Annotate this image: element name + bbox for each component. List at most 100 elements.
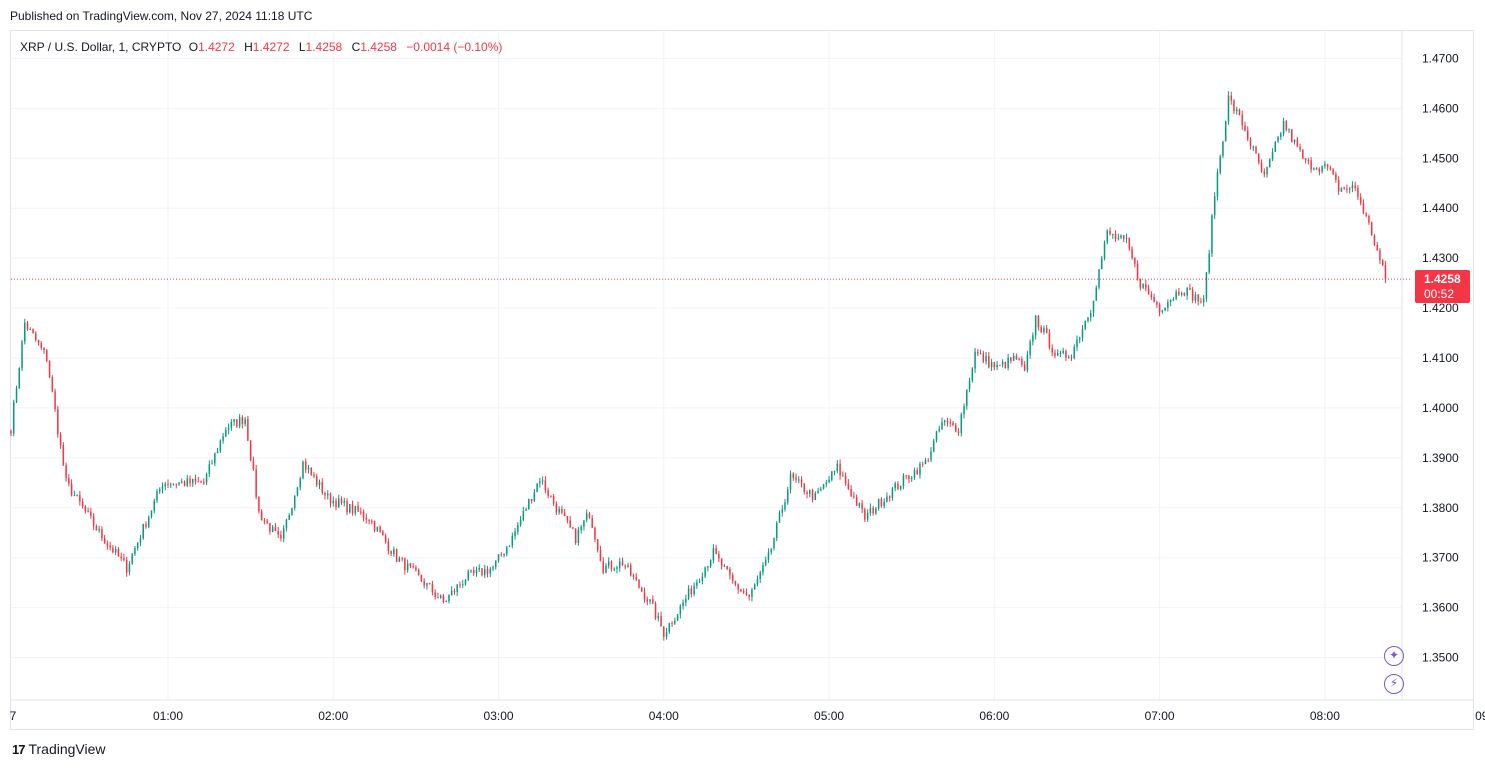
candle-body bbox=[621, 561, 624, 566]
candle-body bbox=[1092, 300, 1095, 313]
candle-body bbox=[500, 554, 503, 556]
y-tick-label: 1.4500 bbox=[1422, 151, 1459, 165]
candle-body bbox=[329, 493, 332, 504]
candle-body bbox=[327, 493, 329, 496]
candle-body bbox=[1205, 272, 1208, 299]
candle-body bbox=[1117, 237, 1120, 239]
candle-body bbox=[426, 583, 428, 586]
candle-body bbox=[855, 496, 858, 506]
candle-body bbox=[76, 494, 78, 496]
candle-body bbox=[1246, 130, 1249, 140]
candle-body bbox=[671, 623, 673, 625]
candle-body bbox=[1224, 120, 1227, 142]
candle-body bbox=[789, 473, 792, 490]
candle-body bbox=[1282, 121, 1285, 134]
candle-body bbox=[343, 501, 346, 503]
candle-body bbox=[602, 561, 604, 574]
candle-body bbox=[1004, 361, 1007, 369]
candle-body bbox=[709, 560, 712, 567]
candle-body bbox=[877, 498, 880, 509]
open-label: O bbox=[188, 40, 199, 54]
candle-body bbox=[971, 368, 974, 381]
candle-body bbox=[1230, 95, 1232, 101]
candle-body bbox=[1370, 222, 1373, 236]
candle-body bbox=[1321, 166, 1323, 172]
candle-body bbox=[698, 581, 701, 583]
candle-body bbox=[1136, 263, 1139, 279]
candle-body bbox=[748, 595, 750, 597]
candle-body bbox=[10, 430, 12, 434]
candle-body bbox=[853, 496, 855, 498]
candle-body bbox=[646, 599, 649, 602]
candle-body bbox=[753, 584, 756, 590]
candle-body bbox=[1227, 95, 1230, 121]
candle-body bbox=[1153, 296, 1155, 303]
candle-body bbox=[844, 475, 847, 484]
candle-body bbox=[230, 421, 233, 428]
candle-body bbox=[62, 445, 65, 466]
candle-body bbox=[993, 362, 996, 368]
sparkle-icon: ✦ bbox=[1388, 648, 1400, 662]
candle-body bbox=[26, 322, 29, 330]
candles bbox=[10, 91, 1387, 641]
candle-body bbox=[492, 567, 494, 569]
candle-body bbox=[489, 568, 492, 574]
tradingview-logo[interactable]: 17 TradingView bbox=[12, 741, 106, 757]
candle-body bbox=[1255, 146, 1257, 154]
candle-body bbox=[566, 516, 569, 521]
candle-body bbox=[1266, 166, 1268, 175]
candle-body bbox=[1045, 328, 1048, 334]
candle-body bbox=[68, 478, 70, 484]
candle-body bbox=[1208, 253, 1210, 273]
candle-body bbox=[938, 429, 941, 432]
candle-body bbox=[674, 620, 676, 624]
candle-body bbox=[362, 511, 365, 518]
candle-body bbox=[1326, 164, 1329, 167]
candle-body bbox=[1269, 159, 1271, 167]
candle-body bbox=[665, 631, 668, 637]
candle-body bbox=[682, 602, 684, 607]
candle-body bbox=[613, 568, 615, 570]
lightning-button[interactable]: ⚡ bbox=[1384, 674, 1404, 694]
high-label: H bbox=[244, 40, 253, 54]
candle-body bbox=[729, 569, 731, 576]
candle-body bbox=[539, 481, 541, 484]
candle-body bbox=[1095, 287, 1098, 301]
low-label: L bbox=[298, 40, 306, 54]
candle-body bbox=[935, 431, 938, 441]
candle-body bbox=[814, 493, 817, 500]
candle-body bbox=[200, 481, 202, 483]
tradingview-mark-icon: 17 bbox=[12, 741, 26, 757]
candle-body bbox=[759, 572, 761, 580]
candle-body bbox=[960, 414, 963, 433]
candle-body bbox=[817, 490, 819, 494]
x-tick-label: 08:00 bbox=[1310, 709, 1340, 723]
candle-body bbox=[825, 482, 828, 485]
candle-body bbox=[120, 556, 122, 559]
candle-body bbox=[252, 460, 255, 470]
candle-body bbox=[1285, 121, 1288, 131]
candle-body bbox=[90, 511, 92, 516]
candle-body bbox=[880, 498, 883, 507]
candle-body bbox=[216, 451, 219, 454]
candle-body bbox=[740, 589, 742, 592]
candle-body bbox=[828, 479, 830, 483]
candle-body bbox=[949, 422, 952, 424]
candle-body bbox=[1007, 357, 1009, 369]
sparkle-button[interactable]: ✦ bbox=[1384, 646, 1404, 666]
candle-body bbox=[1150, 294, 1153, 297]
candle-body bbox=[65, 465, 67, 479]
candle-body bbox=[1134, 258, 1136, 264]
candle-body bbox=[428, 583, 431, 585]
candle-body bbox=[412, 566, 414, 568]
candle-body bbox=[883, 501, 885, 507]
candle-body bbox=[365, 517, 368, 520]
candle-body bbox=[1120, 235, 1122, 238]
candle-body bbox=[486, 569, 489, 574]
candle-body bbox=[302, 461, 304, 479]
candle-body bbox=[663, 626, 665, 637]
candle-body bbox=[715, 548, 717, 554]
candle-body bbox=[745, 592, 748, 596]
candle-body bbox=[1018, 358, 1020, 360]
